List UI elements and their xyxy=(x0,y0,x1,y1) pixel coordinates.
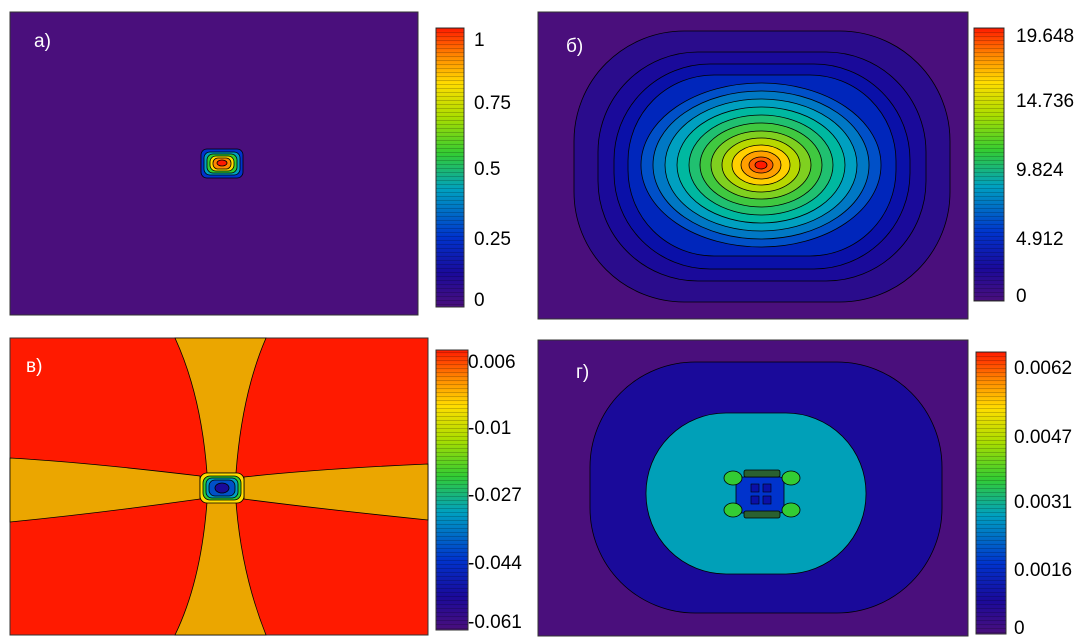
panel-c-colorbar-lines xyxy=(436,350,468,630)
panel-d-pattern-blob xyxy=(781,502,801,518)
panel-c-lobe-bottom xyxy=(174,501,267,636)
panel-b-colorbar-tick: 4.912 xyxy=(1016,229,1064,250)
panel-d-pattern-cell xyxy=(762,483,772,493)
panel-c-lobe-left xyxy=(9,457,201,523)
panel-b-colorbar: 19.648 14.736 9.824 4.912 0 xyxy=(973,26,1074,307)
panel-c-colorbar-tick: -0.01 xyxy=(468,418,511,439)
panel-a-colorbar-tick: 0.75 xyxy=(474,93,511,114)
panel-d-pattern-blob xyxy=(723,470,743,486)
panel-c-colorbar-tick: -0.027 xyxy=(468,485,522,506)
panel-c-lobe-right xyxy=(243,463,429,521)
panel-d-label: г) xyxy=(576,362,589,383)
panel-b-label: б) xyxy=(566,36,583,57)
panel-d-colorbar-tick: 0.0062 xyxy=(1014,358,1072,379)
panel-b: б) 19.648 14.736 9.824 4.912 0 xyxy=(537,11,1074,320)
panel-c-colorbar-tick: -0.061 xyxy=(468,612,522,633)
panel-c-colorbar: 0.006 -0.01 -0.027 -0.044 -0.061 xyxy=(435,349,522,633)
panel-d-colorbar-lines xyxy=(976,352,1006,634)
panel-d-colorbar: 0.0062 0.0047 0.0031 0.0016 0 xyxy=(975,351,1072,639)
panel-d-center-pattern xyxy=(723,469,801,519)
panel-a-colorbar: 1 0.75 0.5 0.25 0 xyxy=(435,27,511,311)
panel-c-label: в) xyxy=(26,356,42,377)
panel-d-pattern-blob xyxy=(723,502,743,518)
panel-d-pattern-bar xyxy=(743,510,781,519)
panel-a: а) 1 0.75 0.5 0.25 0 xyxy=(9,11,511,316)
panel-c-center-well xyxy=(199,472,245,504)
panel-a-center-bump xyxy=(200,148,244,179)
panel-a-colorbar-tick: 0.5 xyxy=(474,159,500,180)
panel-c-minimum xyxy=(214,482,230,494)
panel-a-colorbar-tick: 0.25 xyxy=(474,229,511,250)
panel-b-colorbar-tick: 9.824 xyxy=(1016,160,1064,181)
panel-b-peak xyxy=(754,160,768,170)
panel-d-pattern-outer xyxy=(735,476,785,514)
panel-a-colorbar-lines xyxy=(436,28,464,307)
panel-b-colorbar-lines xyxy=(974,28,1004,301)
panel-d-pattern-blob xyxy=(781,470,801,486)
panel-a-colorbar-tick: 0 xyxy=(474,290,485,311)
panel-d-pattern-bar xyxy=(743,469,781,478)
panel-d-colorbar-tick: 0 xyxy=(1014,618,1025,639)
panel-c-lobes xyxy=(9,337,429,636)
panel-b-colorbar-tick: 14.736 xyxy=(1016,91,1074,112)
panel-b-contours xyxy=(573,30,951,303)
panel-a-colorbar-tick: 1 xyxy=(474,30,485,51)
panel-d-colorbar-tick: 0.0047 xyxy=(1014,427,1072,448)
panel-d-pattern-cell xyxy=(750,495,760,505)
panel-b-colorbar-tick: 0 xyxy=(1016,286,1027,307)
panel-d-pattern-cell xyxy=(750,483,760,493)
panel-c: в) 0.006 -0.01 -0.027 -0.044 -0.061 xyxy=(9,337,522,636)
panel-d: г) 0.0062 0.0047 0.0031 0.0016 0 xyxy=(537,339,1072,639)
panel-d-colorbar-tick: 0.0016 xyxy=(1014,560,1072,581)
panel-a-label: а) xyxy=(34,31,51,52)
panel-c-colorbar-tick: -0.044 xyxy=(468,553,522,574)
panel-d-pattern-cell xyxy=(762,495,772,505)
panel-d-colorbar-tick: 0.0031 xyxy=(1014,492,1072,513)
panel-c-colorbar-tick: 0.006 xyxy=(468,352,516,373)
panel-b-colorbar-tick: 19.648 xyxy=(1016,26,1074,47)
panel-a-peak xyxy=(216,159,228,167)
